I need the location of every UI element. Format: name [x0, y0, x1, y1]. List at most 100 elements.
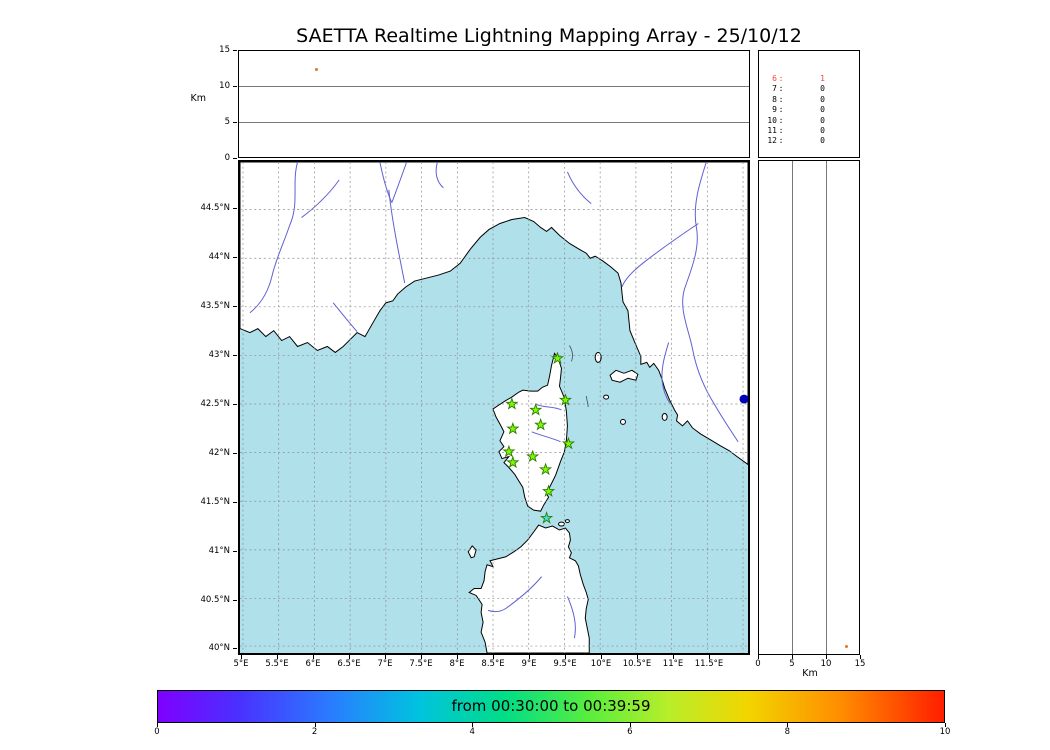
river-line — [379, 162, 393, 203]
station-star-marker — [505, 397, 519, 410]
graticule — [240, 162, 748, 653]
lat-tickmark — [233, 306, 237, 307]
giglio-island — [661, 412, 668, 421]
altitude-tickmark — [792, 655, 793, 659]
lon-tick-label: 9.5°E — [553, 659, 577, 669]
colorbar-tick-label: 8 — [784, 727, 791, 737]
lon-tick-label: 10.5°E — [622, 659, 652, 669]
separator: : — [778, 126, 784, 136]
station-star-marker — [506, 455, 520, 469]
lon-tickmark — [601, 655, 602, 659]
altitude-axis-label-bottom: Km — [802, 668, 818, 679]
altitude-count-row: 7: 0 — [761, 84, 859, 94]
source-dots — [739, 394, 748, 404]
lat-tickmark — [233, 648, 237, 649]
lon-tickmark — [493, 655, 494, 659]
altitude-tickmark — [233, 86, 237, 87]
altitude-tick-label: 5 — [789, 659, 795, 669]
altitude-bin-label: 10 — [767, 115, 777, 125]
lat-tickmark — [233, 257, 237, 258]
altitude-tick-label: 15 — [219, 45, 230, 55]
lat-tickmark — [233, 404, 237, 405]
altitude-gridline — [239, 86, 749, 87]
pianosa-island — [603, 394, 610, 400]
lat-tick-label: 42.5°N — [200, 399, 230, 409]
altitude-tick-label: 15 — [854, 659, 866, 669]
altitude-count-row: 9: 0 — [761, 105, 859, 115]
lightning-source-dot — [844, 644, 848, 648]
lon-tick-label: 6.5°E — [337, 659, 361, 669]
corsica-island — [492, 352, 568, 512]
lat-tick-label: 44.5°N — [200, 203, 230, 213]
station-star-marker — [506, 421, 520, 435]
rivers — [249, 162, 739, 639]
lat-tick-label: 41°N — [208, 546, 230, 556]
colorbar-tick-label: 0 — [154, 727, 160, 737]
lon-tick-label: 9°E — [521, 659, 537, 669]
lon-tickmark — [529, 655, 530, 659]
lat-tick-label: 40°N — [208, 643, 230, 653]
station-star-marker — [502, 444, 516, 458]
elba-island — [609, 369, 639, 383]
lon-tick-label: 8°E — [449, 659, 465, 669]
colorbar-tickmark — [629, 723, 631, 727]
map-canvas — [240, 162, 748, 653]
lon-tick-label: 10°E — [590, 659, 612, 669]
altitude-count-row: 12: 0 — [761, 136, 859, 146]
altitude-longitude-panel — [238, 50, 750, 158]
altitude-bin-label: 11 — [767, 126, 777, 136]
colorbar-tick-label: 4 — [469, 727, 475, 737]
separator: : — [778, 94, 784, 104]
station-star-marker — [561, 436, 576, 450]
altitude-gridline — [239, 122, 749, 123]
station-star-marker — [529, 403, 543, 416]
river-line — [391, 162, 408, 203]
lat-tick-label: 40.5°N — [200, 595, 230, 605]
lon-tickmark — [277, 655, 278, 659]
station-star-marker — [550, 351, 565, 365]
sea-detail-lines — [569, 345, 589, 408]
lon-tick-label: 7°E — [377, 659, 393, 669]
lon-tick-label: 6°E — [305, 659, 321, 669]
lon-tickmark — [349, 655, 350, 659]
maddalena-islet — [564, 519, 570, 524]
river-line — [301, 179, 340, 218]
river-line — [661, 342, 671, 404]
lat-tickmark — [233, 355, 237, 356]
colorbar-tickmark — [787, 723, 789, 727]
altitude-count-row: 6: 1 — [761, 74, 859, 84]
altitude-count-row: 8: 0 — [761, 95, 859, 105]
river-line — [566, 596, 576, 639]
altitude-tick-label: 0 — [755, 659, 761, 669]
altitude-counts-panel: 6: 1 7: 0 8: 0 9: 0 10: 0 11: 0 12: 0 — [758, 50, 860, 158]
station-star-marker — [539, 511, 554, 524]
altitude-count-row: 11: 0 — [761, 126, 859, 136]
altitude-axis-label-left: Km — [190, 93, 206, 104]
map-panel — [238, 160, 750, 655]
sea-detail-line — [569, 345, 573, 362]
altitude-bin-label: 9 — [772, 105, 777, 115]
lon-tickmark — [241, 655, 242, 659]
altitude-bin-count: 0 — [820, 126, 825, 136]
altitude-bin-count: 0 — [820, 84, 825, 94]
colorbar-label: from 00:30:00 to 00:39:59 — [451, 697, 651, 715]
river-line — [621, 223, 699, 288]
altitude-tickmark — [758, 655, 759, 659]
lon-tick-label: 11.5°E — [694, 659, 724, 669]
river-line — [566, 171, 592, 205]
colorbar-tick-label: 2 — [311, 727, 318, 737]
altitude-bin-label: 7 — [772, 84, 777, 94]
lon-tickmark — [457, 655, 458, 659]
lightning-source-dot — [314, 67, 318, 71]
altitude-latitude-panel — [758, 160, 860, 655]
altitude-bin-count: 0 — [820, 94, 825, 104]
river-line — [332, 302, 358, 332]
station-star-marker — [526, 449, 540, 463]
lat-tick-label: 43.5°N — [200, 301, 230, 311]
maddalena-islet — [557, 521, 565, 527]
lightning-source-dot — [739, 394, 748, 404]
lon-tickmark — [385, 655, 386, 659]
lat-tickmark — [233, 208, 237, 209]
mainland-france-italy-coast — [240, 162, 748, 466]
